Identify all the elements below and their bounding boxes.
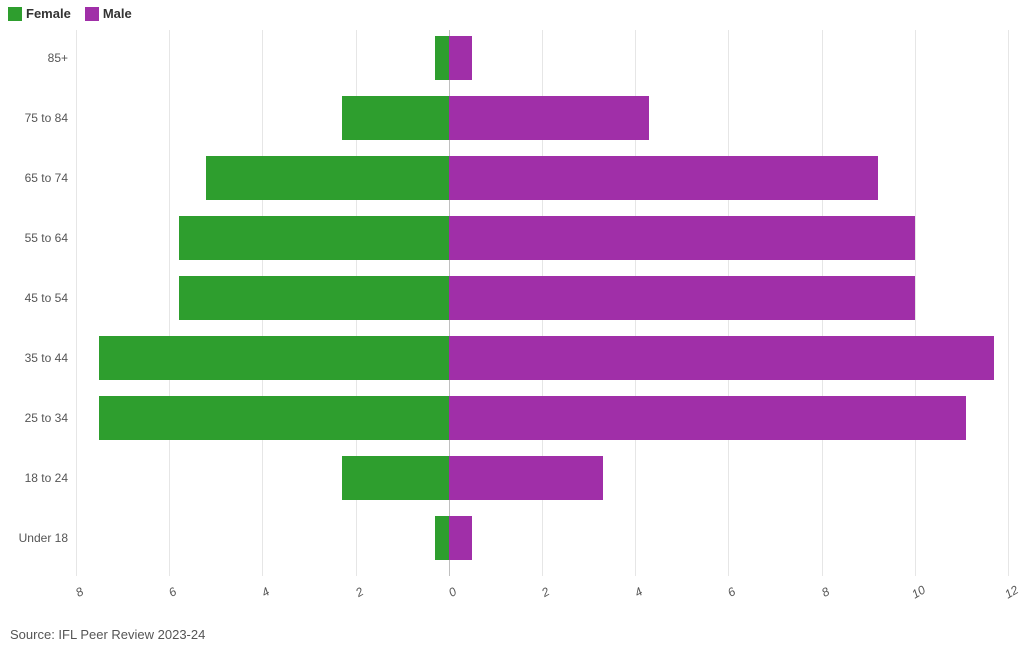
bar-male xyxy=(449,216,915,260)
y-tick-label: 25 to 34 xyxy=(25,411,68,425)
bar-female xyxy=(99,336,449,380)
bar-male xyxy=(449,96,649,140)
x-tick-label: 6 xyxy=(166,584,179,599)
bar-female xyxy=(342,456,449,500)
bar-male xyxy=(449,156,878,200)
gridline xyxy=(169,30,170,576)
population-pyramid-chart: Female Male 8 6 4 2 0 2 4 6 8 10 12 85+ 75 to 84 65 t… xyxy=(0,0,1020,650)
bar-female xyxy=(435,36,449,80)
legend-label-female: Female xyxy=(26,6,71,21)
legend-item-female: Female xyxy=(8,6,71,21)
y-tick-label: 55 to 64 xyxy=(25,231,68,245)
gridline xyxy=(1008,30,1009,576)
plot-area: 864202468101285+75 to 8465 to 7455 to 64… xyxy=(76,30,1008,600)
bar-male xyxy=(449,396,966,440)
x-tick-label: 4 xyxy=(632,584,645,599)
bar-female xyxy=(342,96,449,140)
y-tick-label: 85+ xyxy=(48,51,68,65)
source-caption: Source: IFL Peer Review 2023-24 xyxy=(10,627,205,642)
gridline xyxy=(915,30,916,576)
legend-swatch-female xyxy=(8,7,22,21)
bar-female xyxy=(179,276,449,320)
bar-male xyxy=(449,336,994,380)
bar-female xyxy=(99,396,449,440)
y-tick-label: 18 to 24 xyxy=(25,471,68,485)
legend-label-male: Male xyxy=(103,6,132,21)
y-tick-label: 75 to 84 xyxy=(25,111,68,125)
x-tick-label: 2 xyxy=(353,584,366,599)
bar-male xyxy=(449,36,472,80)
x-tick-label: 0 xyxy=(446,584,459,599)
x-tick-label: 12 xyxy=(1002,583,1020,602)
legend-swatch-male xyxy=(85,7,99,21)
legend: Female Male xyxy=(8,6,132,21)
bar-female xyxy=(206,156,448,200)
y-tick-label: Under 18 xyxy=(19,531,68,545)
x-tick-label: 2 xyxy=(539,584,552,599)
x-tick-label: 10 xyxy=(909,583,928,602)
y-tick-label: 65 to 74 xyxy=(25,171,68,185)
x-tick-label: 6 xyxy=(725,584,738,599)
bar-male xyxy=(449,276,915,320)
gridline xyxy=(76,30,77,576)
y-tick-label: 35 to 44 xyxy=(25,351,68,365)
legend-item-male: Male xyxy=(85,6,132,21)
y-tick-label: 45 to 54 xyxy=(25,291,68,305)
bar-male xyxy=(449,456,603,500)
bar-female xyxy=(435,516,449,560)
x-tick-label: 4 xyxy=(259,584,272,599)
bar-female xyxy=(179,216,449,260)
x-tick-label: 8 xyxy=(73,584,86,599)
bar-male xyxy=(449,516,472,560)
x-tick-label: 8 xyxy=(819,584,832,599)
